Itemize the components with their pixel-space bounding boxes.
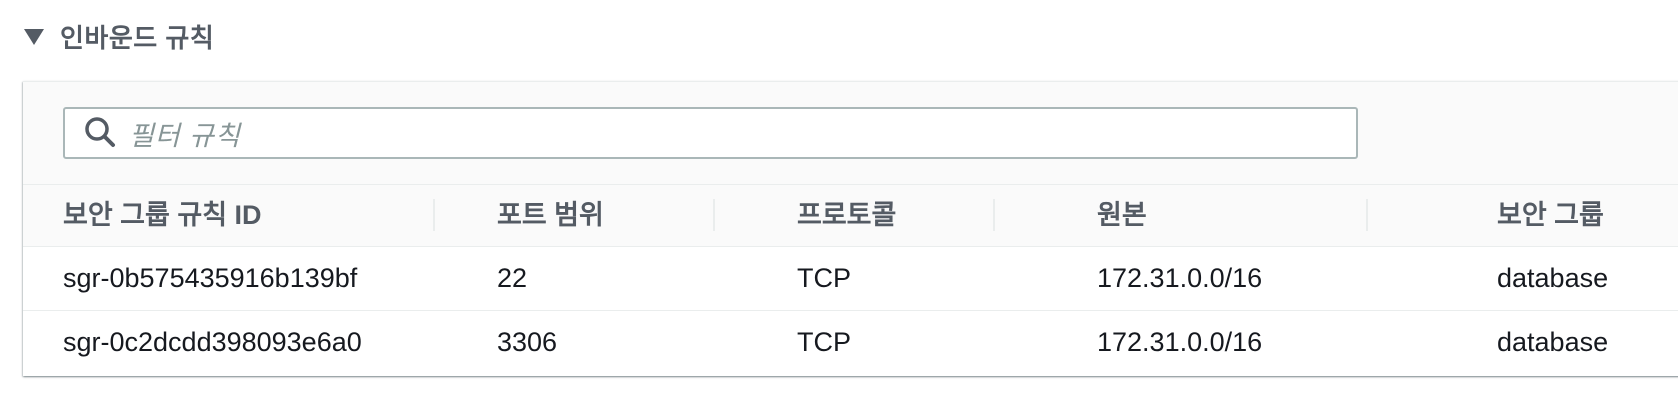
cell-port-range: 3306 xyxy=(497,327,558,357)
cell-protocol: TCP xyxy=(797,327,851,357)
column-divider[interactable] xyxy=(993,199,995,231)
inbound-rules-header[interactable]: 인바운드 규칙 xyxy=(24,16,214,56)
cell-security-group: database xyxy=(1497,263,1609,293)
filter-placeholder: 필터 규칙 xyxy=(129,120,241,151)
section-title: 인바운드 규칙 xyxy=(60,22,215,53)
rules-table: 보안 그룹 규칙 ID 포트 범위 프로토콜 원본 보안 그룹 sgr-0b57… xyxy=(23,185,1678,374)
cell-source: 172.31.0.0/16 xyxy=(1097,263,1263,293)
column-divider[interactable] xyxy=(1366,199,1368,231)
cell-port-range: 22 xyxy=(497,263,528,293)
caret-down-icon[interactable] xyxy=(24,29,44,45)
cell-protocol: TCP xyxy=(797,263,851,293)
table-header: 보안 그룹 규칙 ID 포트 범위 프로토콜 원본 보안 그룹 xyxy=(23,185,1678,247)
cell-rule-id: sgr-0b575435916b139bf xyxy=(63,263,358,293)
column-header-rule-id[interactable]: 보안 그룹 규칙 ID xyxy=(63,200,262,230)
table-row[interactable]: sgr-0b575435916b139bf 22 TCP 172.31.0.0/… xyxy=(23,247,1678,311)
cell-rule-id: sgr-0c2dcdd398093e6a0 xyxy=(63,327,362,357)
column-divider[interactable] xyxy=(433,199,435,231)
cell-source: 172.31.0.0/16 xyxy=(1097,327,1263,357)
column-header-protocol[interactable]: 프로토콜 xyxy=(797,200,897,230)
column-divider[interactable] xyxy=(713,199,715,231)
column-header-source[interactable]: 원본 xyxy=(1097,200,1147,230)
cell-security-group: database xyxy=(1497,327,1609,357)
table-row[interactable]: sgr-0c2dcdd398093e6a0 3306 TCP 172.31.0.… xyxy=(23,311,1678,374)
filter-area: 필터 규칙 xyxy=(23,82,1678,185)
filter-rules-input[interactable]: 필터 규칙 xyxy=(63,107,1358,159)
inbound-rules-panel: 필터 규칙 보안 그룹 규칙 ID 포트 범위 프로토콜 원본 보안 그룹 sg… xyxy=(23,81,1678,376)
column-header-port-range[interactable]: 포트 범위 xyxy=(497,200,604,230)
search-icon xyxy=(81,113,121,153)
column-header-security-group[interactable]: 보안 그룹 xyxy=(1497,200,1604,230)
